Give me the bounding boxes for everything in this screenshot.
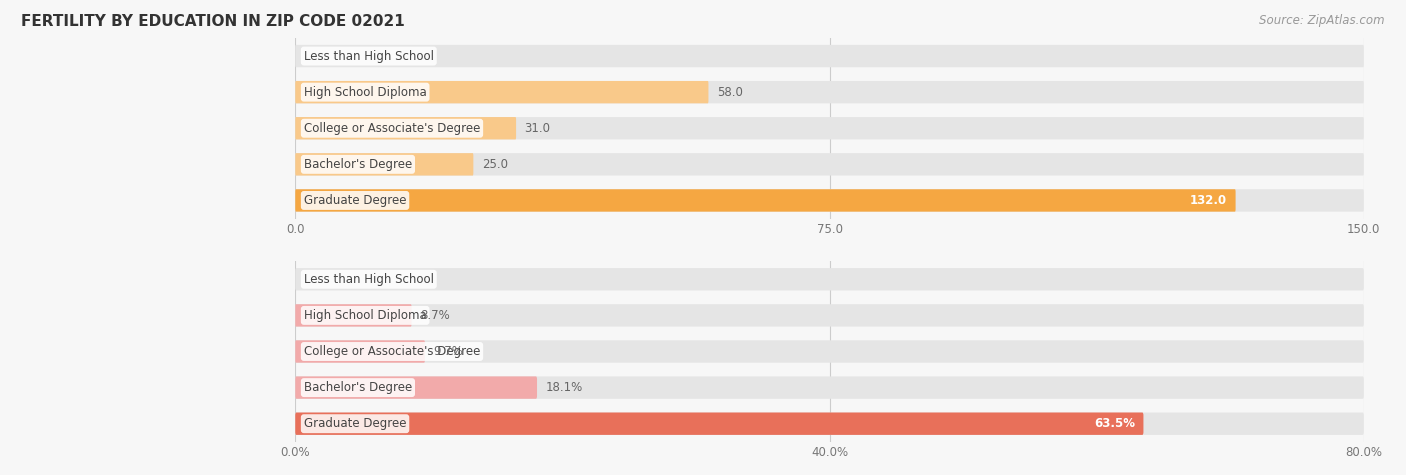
Text: 58.0: 58.0 (717, 86, 742, 99)
Text: FERTILITY BY EDUCATION IN ZIP CODE 02021: FERTILITY BY EDUCATION IN ZIP CODE 02021 (21, 14, 405, 29)
FancyBboxPatch shape (295, 304, 1364, 327)
FancyBboxPatch shape (295, 81, 1364, 104)
Text: Graduate Degree: Graduate Degree (304, 194, 406, 207)
Text: High School Diploma: High School Diploma (304, 86, 426, 99)
FancyBboxPatch shape (295, 117, 1364, 140)
FancyBboxPatch shape (295, 304, 412, 327)
FancyBboxPatch shape (295, 340, 425, 363)
Text: 132.0: 132.0 (1189, 194, 1227, 207)
FancyBboxPatch shape (295, 376, 537, 399)
Text: College or Associate's Degree: College or Associate's Degree (304, 122, 481, 135)
Text: 18.1%: 18.1% (546, 381, 583, 394)
FancyBboxPatch shape (295, 153, 474, 176)
FancyBboxPatch shape (295, 268, 1364, 291)
Text: 9.7%: 9.7% (433, 345, 463, 358)
FancyBboxPatch shape (295, 189, 1236, 212)
FancyBboxPatch shape (295, 189, 1364, 212)
Text: Less than High School: Less than High School (304, 49, 434, 63)
FancyBboxPatch shape (295, 153, 1364, 176)
Text: 8.7%: 8.7% (420, 309, 450, 322)
FancyBboxPatch shape (295, 45, 1364, 67)
FancyBboxPatch shape (295, 81, 709, 104)
Text: Bachelor's Degree: Bachelor's Degree (304, 381, 412, 394)
FancyBboxPatch shape (295, 376, 1364, 399)
FancyBboxPatch shape (295, 117, 516, 140)
Text: College or Associate's Degree: College or Associate's Degree (304, 345, 481, 358)
FancyBboxPatch shape (295, 340, 1364, 363)
FancyBboxPatch shape (295, 412, 1143, 435)
Text: Bachelor's Degree: Bachelor's Degree (304, 158, 412, 171)
FancyBboxPatch shape (295, 412, 1364, 435)
Text: Less than High School: Less than High School (304, 273, 434, 286)
Text: Graduate Degree: Graduate Degree (304, 417, 406, 430)
Text: 25.0: 25.0 (482, 158, 508, 171)
Text: 31.0: 31.0 (524, 122, 551, 135)
Text: High School Diploma: High School Diploma (304, 309, 426, 322)
Text: Source: ZipAtlas.com: Source: ZipAtlas.com (1260, 14, 1385, 27)
Text: 63.5%: 63.5% (1094, 417, 1135, 430)
